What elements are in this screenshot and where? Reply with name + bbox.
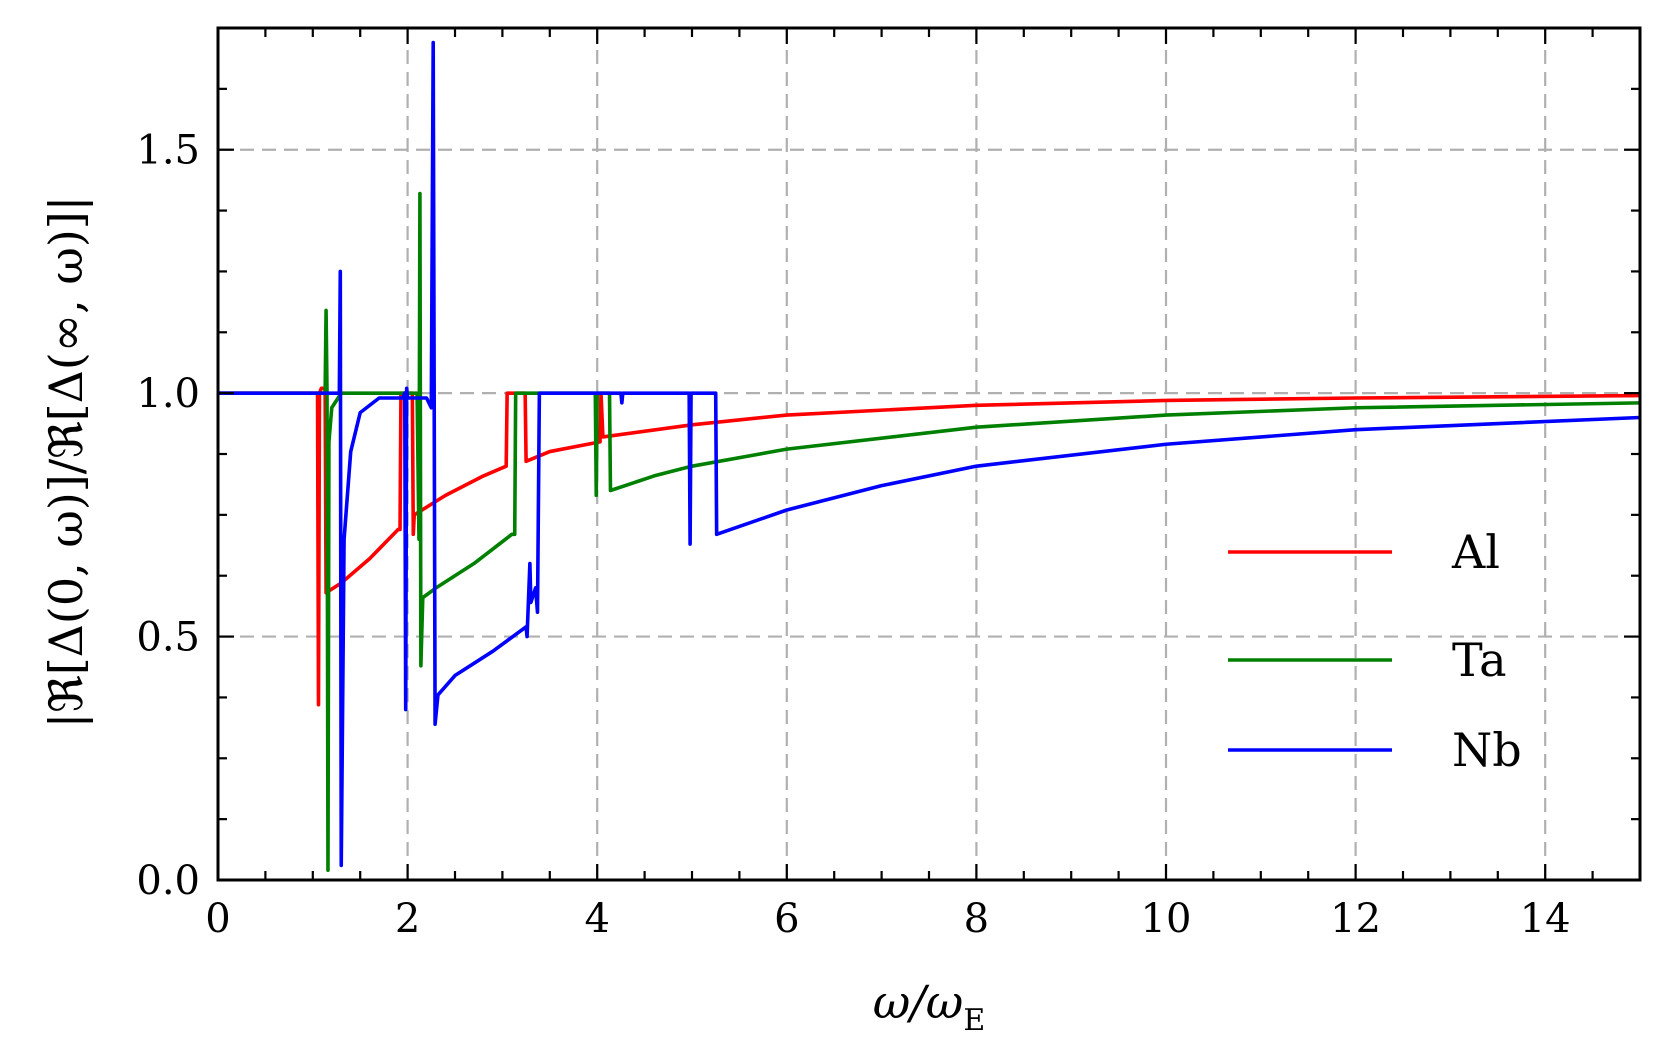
legend-label-ta: Ta xyxy=(1452,633,1507,687)
legend-label-nb: Nb xyxy=(1452,723,1522,777)
x-tick-label: 6 xyxy=(774,896,799,942)
x-tick-label: 14 xyxy=(1520,896,1571,942)
x-tick-label: 4 xyxy=(584,896,609,942)
grid xyxy=(218,28,1640,880)
y-tick-label: 0.0 xyxy=(136,858,200,904)
x-axis-label-main: ω/ω xyxy=(873,975,964,1029)
series-line-ta xyxy=(218,191,1640,873)
series-layer xyxy=(218,40,1640,873)
y-tick-label: 1.5 xyxy=(136,128,200,174)
legend: Al Ta Nb xyxy=(1228,525,1522,777)
y-tick-label: 0.5 xyxy=(136,615,200,661)
series-line-al xyxy=(218,386,1640,707)
x-axis-label: ω/ωE xyxy=(873,975,985,1038)
x-tick-label: 12 xyxy=(1330,896,1381,942)
tick-labels: 0 2 4 6 8 10 12 14 0.0 0.5 1.0 1.5 xyxy=(136,128,1570,942)
x-axis-label-subscript: E xyxy=(963,1003,985,1038)
y-tick-label: 1.0 xyxy=(136,371,200,417)
x-tick-label: 2 xyxy=(395,896,420,942)
y-axis-label: |ℜ[Δ(0, ω)]/ℜ[Δ(∞, ω)]| xyxy=(39,196,93,728)
legend-label-al: Al xyxy=(1451,525,1500,579)
x-tick-label: 10 xyxy=(1141,896,1192,942)
x-tick-label: 8 xyxy=(964,896,989,942)
axis-ticks xyxy=(216,26,1642,882)
x-tick-label: 0 xyxy=(205,896,230,942)
series-line-nb xyxy=(218,40,1640,868)
